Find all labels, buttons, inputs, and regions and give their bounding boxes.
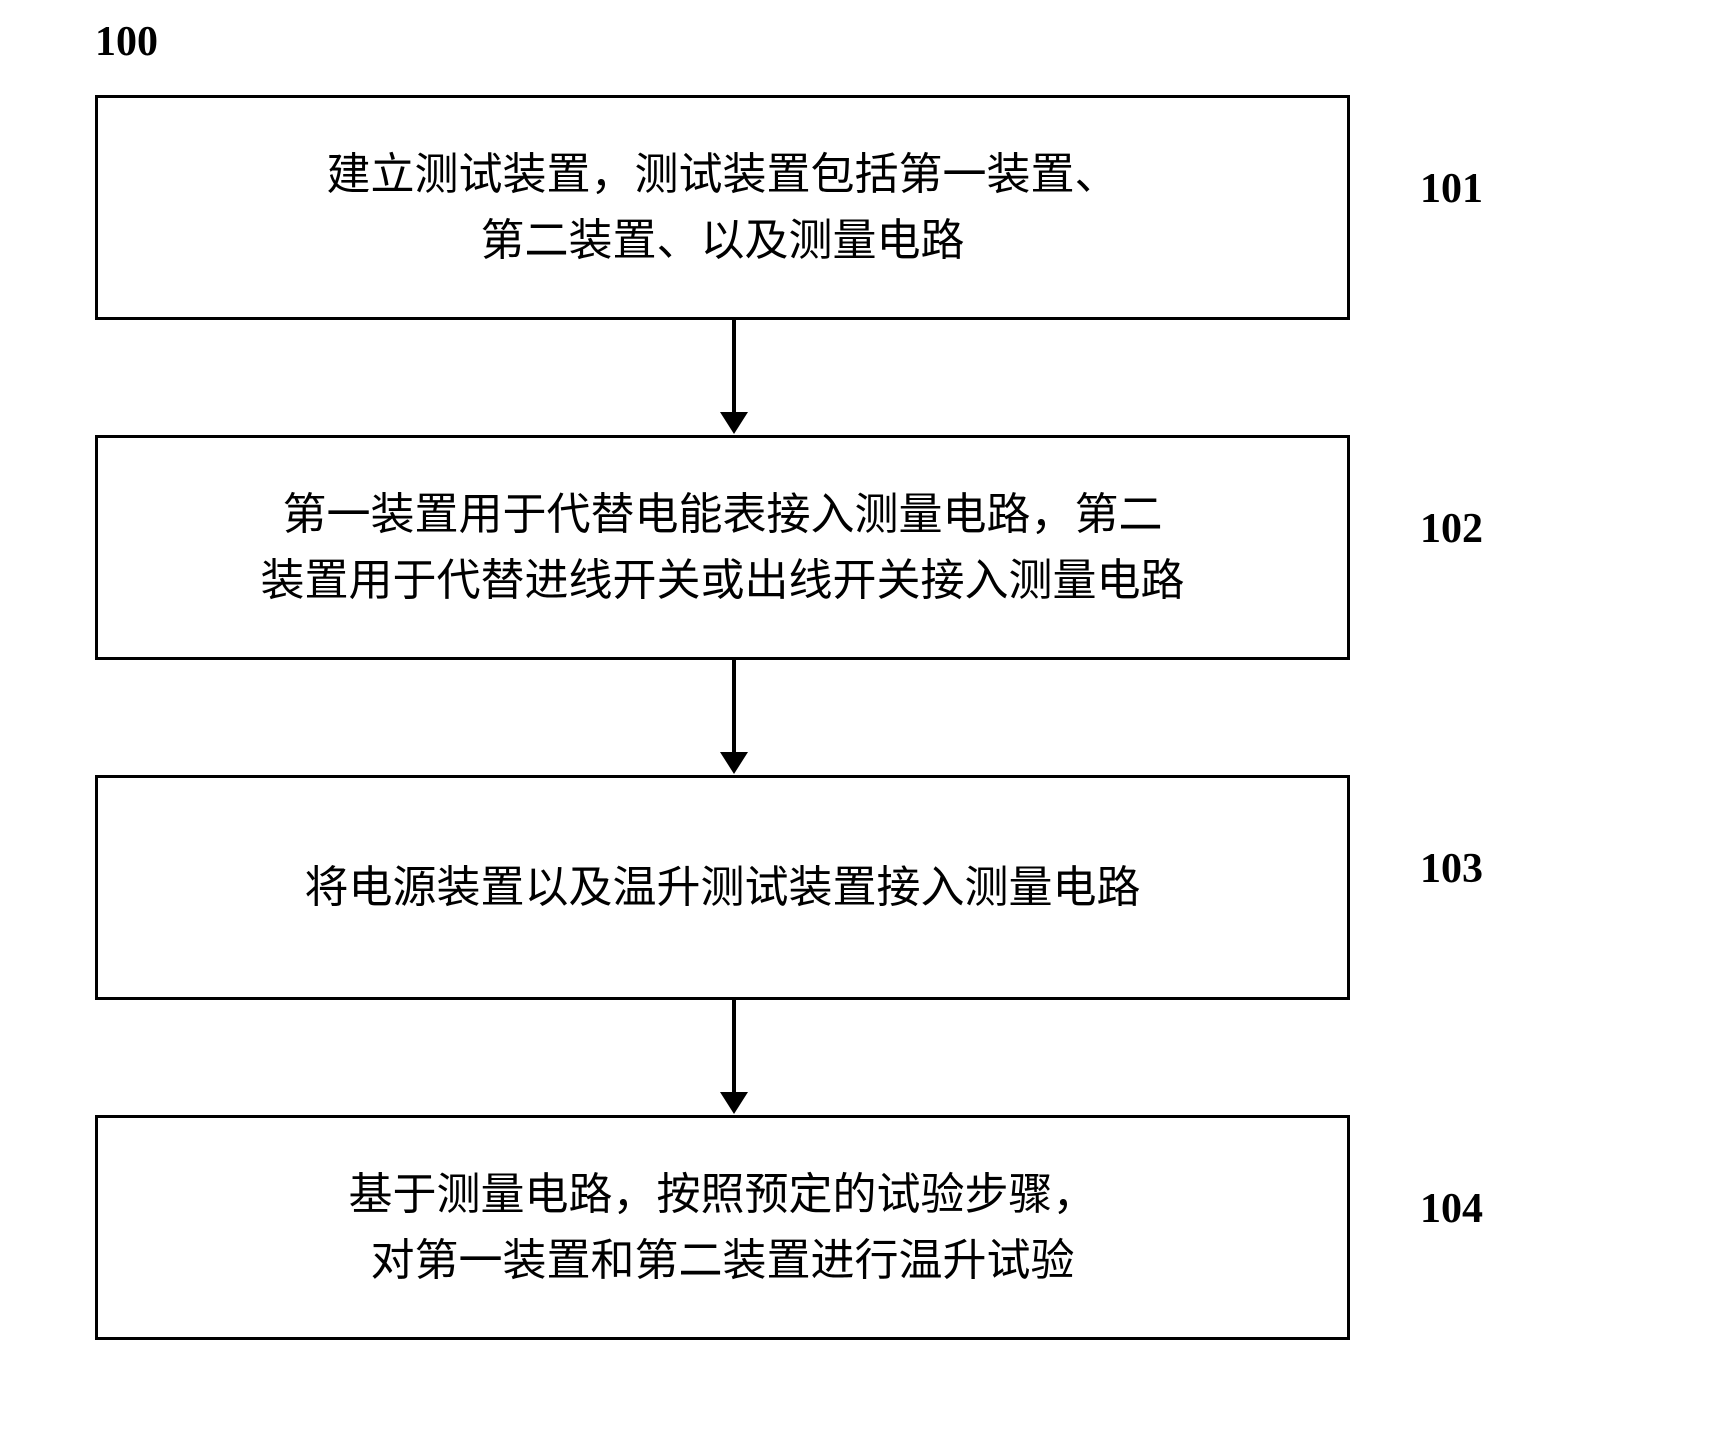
arrow-2 bbox=[720, 660, 748, 774]
step-3-label: 103 bbox=[1420, 845, 1483, 893]
arrow-3 bbox=[720, 1000, 748, 1114]
step-2-label: 102 bbox=[1420, 505, 1483, 553]
step-1-line2: 第二装置、以及测量电路 bbox=[481, 216, 965, 265]
arrow-3-line bbox=[732, 1000, 736, 1092]
arrow-1 bbox=[720, 320, 748, 434]
step-2-line2: 装置用于代替进线开关或出线开关接入测量电路 bbox=[261, 556, 1185, 605]
arrow-2-line bbox=[732, 660, 736, 752]
step-1-label: 101 bbox=[1420, 165, 1483, 213]
step-3-line1: 将电源装置以及温升测试装置接入测量电路 bbox=[305, 863, 1141, 912]
flowchart-step-3: 将电源装置以及温升测试装置接入测量电路 bbox=[95, 775, 1350, 1000]
figure-number: 100 bbox=[95, 18, 158, 66]
step-4-text: 基于测量电路，按照预定的试验步骤， 对第一装置和第二装置进行温升试验 bbox=[349, 1162, 1097, 1294]
step-3-text: 将电源装置以及温升测试装置接入测量电路 bbox=[305, 855, 1141, 921]
step-4-line2: 对第一装置和第二装置进行温升试验 bbox=[371, 1236, 1075, 1285]
step-1-text: 建立测试装置，测试装置包括第一装置、 第二装置、以及测量电路 bbox=[327, 142, 1119, 274]
step-4-line1: 基于测量电路，按照预定的试验步骤， bbox=[349, 1170, 1097, 1219]
flowchart-step-4: 基于测量电路，按照预定的试验步骤， 对第一装置和第二装置进行温升试验 bbox=[95, 1115, 1350, 1340]
arrow-1-line bbox=[732, 320, 736, 412]
arrow-1-head bbox=[720, 412, 748, 434]
arrow-3-head bbox=[720, 1092, 748, 1114]
flowchart-step-1: 建立测试装置，测试装置包括第一装置、 第二装置、以及测量电路 bbox=[95, 95, 1350, 320]
step-1-line1: 建立测试装置，测试装置包括第一装置、 bbox=[327, 150, 1119, 199]
arrow-2-head bbox=[720, 752, 748, 774]
flowchart-step-2: 第一装置用于代替电能表接入测量电路，第二 装置用于代替进线开关或出线开关接入测量… bbox=[95, 435, 1350, 660]
step-4-label: 104 bbox=[1420, 1185, 1483, 1233]
step-2-line1: 第一装置用于代替电能表接入测量电路，第二 bbox=[283, 490, 1163, 539]
step-2-text: 第一装置用于代替电能表接入测量电路，第二 装置用于代替进线开关或出线开关接入测量… bbox=[261, 482, 1185, 614]
